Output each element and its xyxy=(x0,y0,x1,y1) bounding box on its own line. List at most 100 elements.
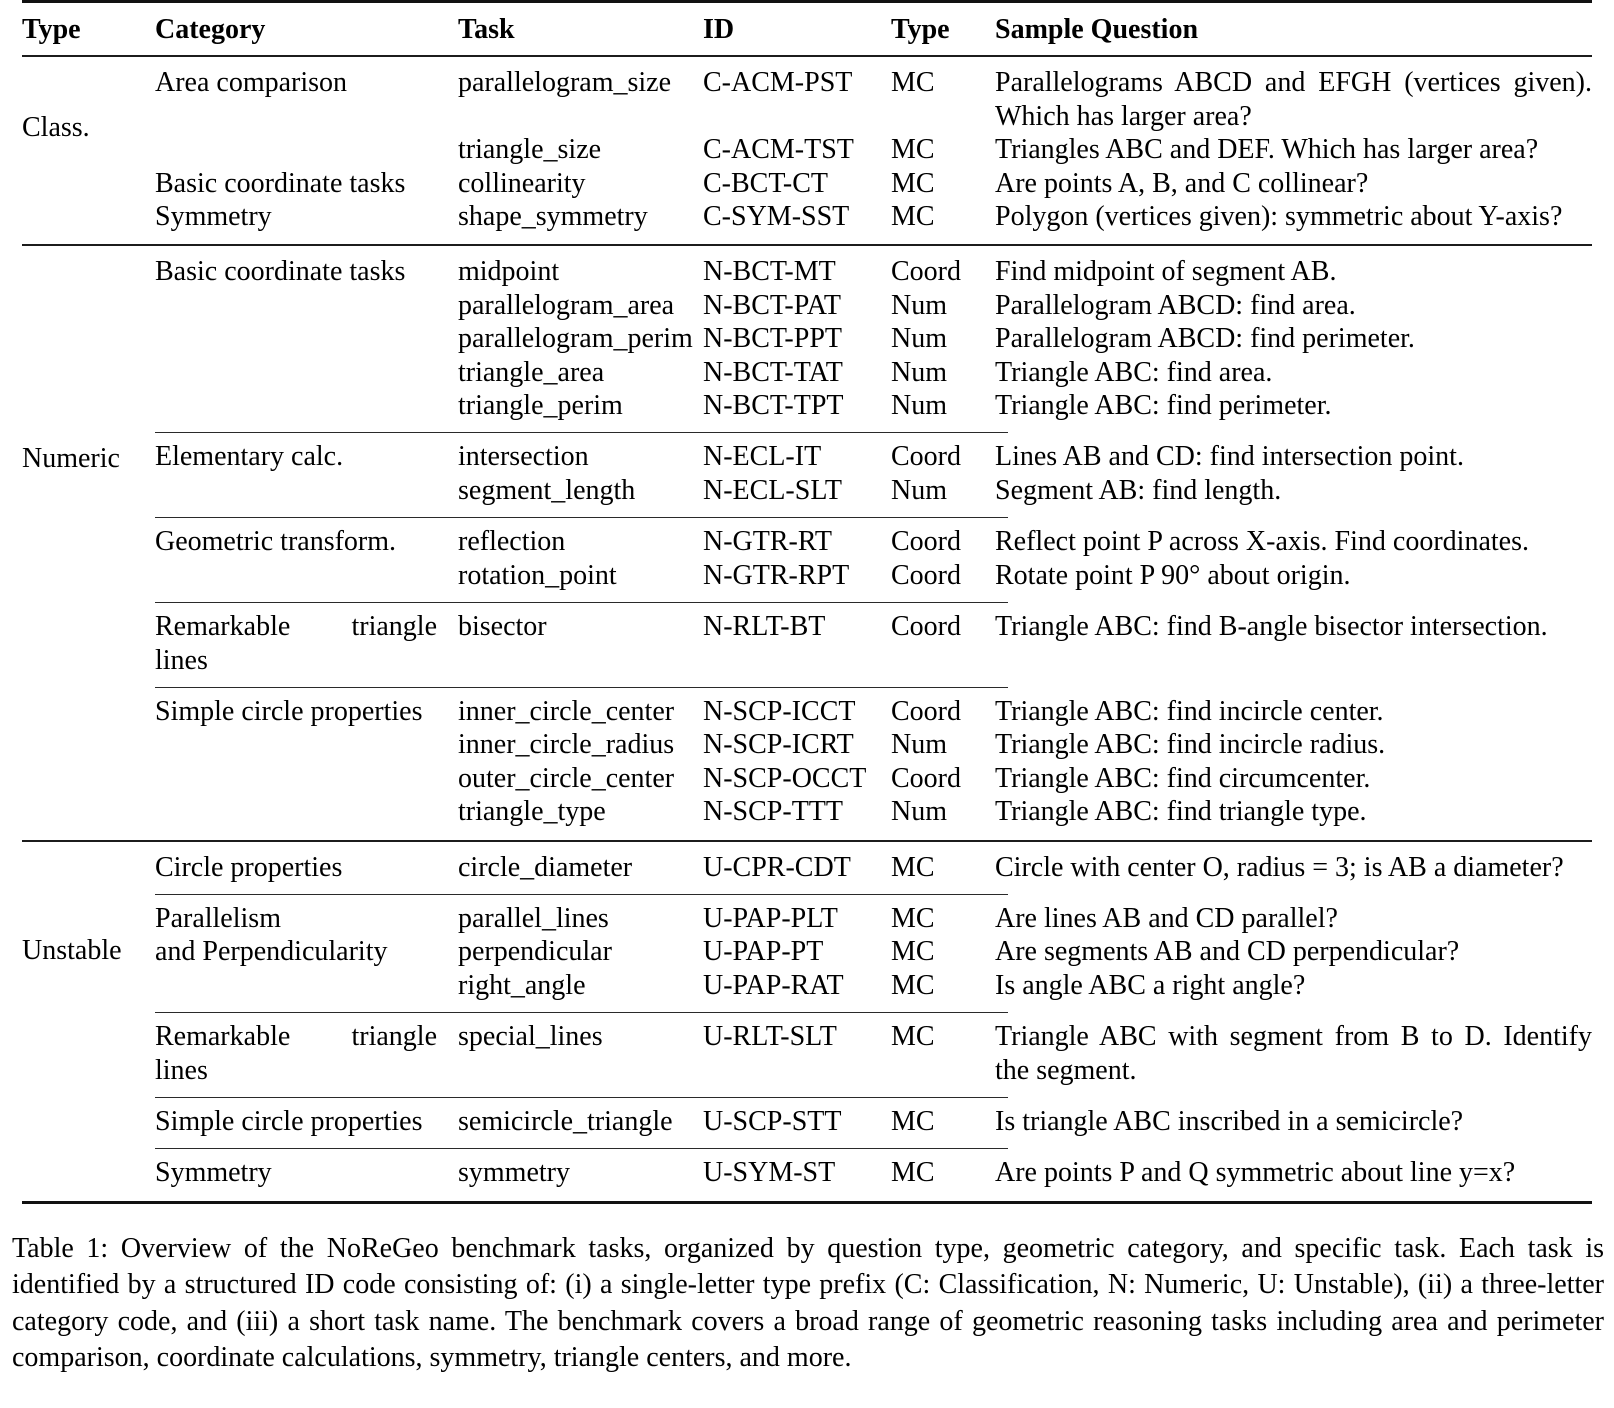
sample-question-cell: Is angle ABC a right angle? xyxy=(995,969,1306,1001)
table-row: right_angle U-PAP-RAT MC Is angle ABC a … xyxy=(458,969,1592,1002)
category-group: Parallelism and Perpendicularity paralle… xyxy=(155,902,1592,1002)
id-cell: U-PAP-PT xyxy=(703,936,824,968)
section-type-label: Numeric xyxy=(22,443,120,475)
task-cell: symmetry xyxy=(458,1157,570,1189)
task-cell: shape_symmetry xyxy=(458,201,648,233)
category-cell: Symmetry xyxy=(155,201,272,233)
id-cell: N-RLT-BT xyxy=(703,611,826,643)
task-cell: special_lines xyxy=(458,1021,603,1053)
table-row: symmetry U-SYM-ST MC Are points P and Q … xyxy=(458,1156,1592,1189)
answer-type-cell: MC xyxy=(891,201,935,233)
category-group: Geometric transform. reflection N-GTR-RT… xyxy=(155,525,1592,592)
table-row: inner_circle_radius N-SCP-ICRT Num Trian… xyxy=(458,728,1592,761)
table-row: outer_circle_center N-SCP-OCCT Coord Tri… xyxy=(458,762,1592,795)
sample-question-cell: Parallelograms ABCD and EFGH (vertices g… xyxy=(995,67,1592,132)
sample-question-cell: Triangle ABC: find circumcenter. xyxy=(995,762,1371,794)
sample-question-cell: Rotate point P 90° about origin. xyxy=(995,559,1351,591)
column-header-answer-type: Type xyxy=(891,14,950,45)
answer-type-cell: Num xyxy=(891,323,947,355)
id-cell: N-GTR-RT xyxy=(703,526,832,558)
id-cell: U-RLT-SLT xyxy=(703,1021,837,1053)
header-bottom-rule xyxy=(22,55,1592,58)
sample-question-cell: Triangle ABC: find B-angle bisector inte… xyxy=(995,611,1548,643)
section-numeric: Numeric Basic coordinate tasks midpoint … xyxy=(22,246,1592,839)
category-cell: Basic coordinate tasks xyxy=(155,256,406,288)
answer-type-cell: MC xyxy=(891,134,935,166)
id-cell: N-ECL-SLT xyxy=(703,474,842,506)
category-cell: Parallelism and Perpendicularity xyxy=(155,902,388,968)
column-header-id: ID xyxy=(703,14,735,45)
table-row: midpoint N-BCT-MT Coord Find midpoint of… xyxy=(458,255,1592,288)
table-row: rotation_point N-GTR-RPT Coord Rotate po… xyxy=(458,559,1592,592)
task-cell: parallelogram_size xyxy=(458,67,672,99)
task-cell: midpoint xyxy=(458,256,560,288)
group-divider-rule xyxy=(155,686,1008,688)
category-cell: Circle properties xyxy=(155,851,343,883)
id-cell: N-GTR-RPT xyxy=(703,559,850,591)
table-row: perpendicular U-PAP-PT MC Are segments A… xyxy=(458,935,1592,968)
task-cell: right_angle xyxy=(458,969,586,1001)
table-row: parallelogram_perim N-BCT-PPT Num Parall… xyxy=(458,322,1592,355)
category-group: Remarkable triangle lines special_lines … xyxy=(155,1020,1592,1087)
table-row: triangle_area N-BCT-TAT Num Triangle ABC… xyxy=(458,356,1592,389)
table-row: parallelogram_area N-BCT-PAT Num Paralle… xyxy=(458,289,1592,322)
sample-question-cell: Parallelogram ABCD: find perimeter. xyxy=(995,323,1415,355)
id-cell: N-SCP-TTT xyxy=(703,796,843,828)
answer-type-cell: Coord xyxy=(891,611,961,643)
category-group: Simple circle properties semicircle_tria… xyxy=(155,1105,1592,1138)
id-cell: N-ECL-IT xyxy=(703,441,822,473)
category-cell: Simple circle properties xyxy=(155,1105,423,1137)
group-divider-rule xyxy=(155,432,1008,434)
table-row: circle_diameter U-CPR-CDT MC Circle with… xyxy=(458,851,1592,884)
category-cell: Symmetry xyxy=(155,1157,272,1189)
table-row: segment_length N-ECL-SLT Num Segment AB:… xyxy=(458,474,1592,507)
sample-question-cell: Are lines AB and CD parallel? xyxy=(995,902,1338,934)
table-row: bisector N-RLT-BT Coord Triangle ABC: fi… xyxy=(458,610,1592,643)
table-row: special_lines U-RLT-SLT MC Triangle ABC … xyxy=(458,1020,1592,1087)
id-cell: C-ACM-PST xyxy=(703,67,853,99)
table-row: reflection N-GTR-RT Coord Reflect point … xyxy=(458,525,1592,558)
answer-type-cell: MC xyxy=(891,1157,935,1189)
id-cell: N-BCT-TPT xyxy=(703,390,844,422)
task-cell: circle_diameter xyxy=(458,851,633,883)
column-header-category: Category xyxy=(155,14,266,45)
sample-question-cell: Reflect point P across X-axis. Find coor… xyxy=(995,526,1529,558)
id-cell: U-PAP-PLT xyxy=(703,902,838,934)
column-header-type: Type xyxy=(22,14,81,45)
category-group: Area comparison parallelogram_size C-ACM… xyxy=(155,66,1592,166)
section-type-label: Unstable xyxy=(22,934,122,966)
answer-type-cell: Coord xyxy=(891,441,961,473)
table-row: triangle_perim N-BCT-TPT Num Triangle AB… xyxy=(458,389,1592,422)
answer-type-cell: Num xyxy=(891,390,947,422)
table-row: parallel_lines U-PAP-PLT MC Are lines AB… xyxy=(458,902,1592,935)
category-group: Symmetry symmetry U-SYM-ST MC Are points… xyxy=(155,1156,1592,1189)
id-cell: N-BCT-MT xyxy=(703,256,836,288)
category-cell: Simple circle properties xyxy=(155,695,423,727)
sample-question-cell: Triangle ABC: find triangle type. xyxy=(995,796,1367,828)
id-cell: U-SYM-ST xyxy=(703,1157,836,1189)
category-group: Basic coordinate tasks midpoint N-BCT-MT… xyxy=(155,255,1592,422)
answer-type-cell: Num xyxy=(891,796,947,828)
section-type-label: Class. xyxy=(22,112,90,144)
task-cell: parallelogram_area xyxy=(458,289,675,321)
answer-type-cell: MC xyxy=(891,167,935,199)
sample-question-cell: Find midpoint of segment AB. xyxy=(995,256,1337,288)
sample-question-cell: Triangles ABC and DEF. Which has larger … xyxy=(995,134,1539,166)
sample-question-cell: Polygon (vertices given): symmetric abou… xyxy=(995,201,1563,233)
sample-question-cell: Triangle ABC with segment from B to D. I… xyxy=(995,1021,1592,1086)
table-bottom-rule xyxy=(22,1200,1592,1204)
section-classification: Class. Area comparison parallelogram_siz… xyxy=(22,57,1592,244)
sample-question-cell: Are segments AB and CD perpendicular? xyxy=(995,936,1460,968)
answer-type-cell: Num xyxy=(891,474,947,506)
task-cell: collinearity xyxy=(458,167,586,199)
answer-type-cell: Coord xyxy=(891,256,961,288)
sample-question-cell: Triangle ABC: find incircle radius. xyxy=(995,729,1386,761)
sample-question-cell: Triangle ABC: find area. xyxy=(995,356,1273,388)
task-cell: semicircle_triangle xyxy=(458,1105,673,1137)
benchmark-table: Type Category Task ID Type Sample Questi… xyxy=(22,0,1592,1204)
id-cell: N-SCP-OCCT xyxy=(703,762,867,794)
table-row: inner_circle_center N-SCP-ICCT Coord Tri… xyxy=(458,695,1592,728)
task-cell: intersection xyxy=(458,441,589,473)
sample-question-cell: Triangle ABC: find perimeter. xyxy=(995,390,1332,422)
answer-type-cell: MC xyxy=(891,851,935,883)
